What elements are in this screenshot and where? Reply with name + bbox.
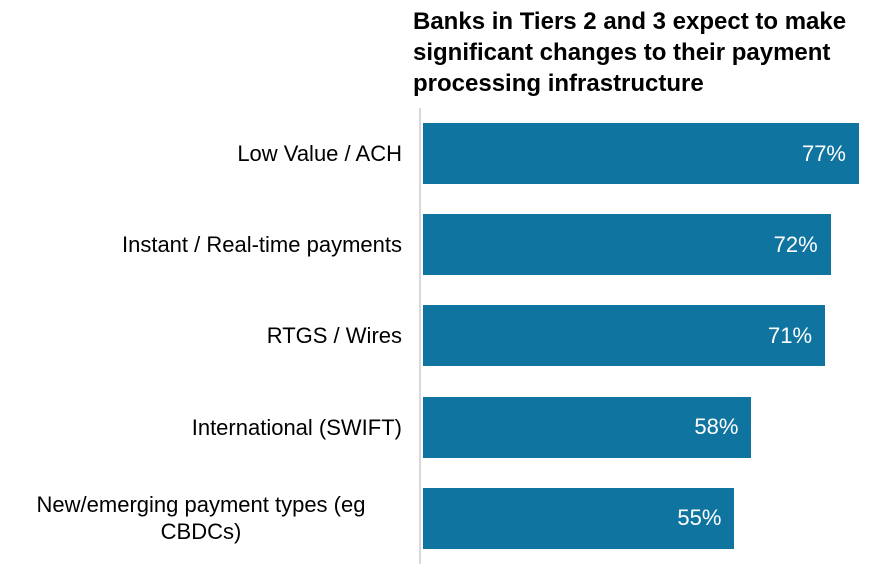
category-label: New/emerging payment types (eg CBDCs) — [36, 492, 366, 545]
bar-track: 58% — [423, 396, 876, 458]
chart-title-line: significant changes to their payment — [413, 39, 831, 66]
category-label: International (SWIFT) — [191, 414, 402, 440]
category-label: RTGS / Wires — [266, 323, 402, 349]
chart-row: New/emerging payment types (eg CBDCs) 55… — [0, 473, 876, 564]
bar: 71% — [423, 305, 826, 367]
chart-row: Instant / Real-time payments 72% — [0, 199, 876, 290]
chart-title-line: processing infrastructure — [413, 70, 704, 97]
value-label: 72% — [773, 231, 818, 257]
bar: 58% — [423, 396, 752, 458]
bar-track: 77% — [423, 123, 876, 185]
value-label: 58% — [694, 414, 739, 440]
bar: 77% — [423, 123, 859, 185]
chart-title: Banks in Tiers 2 and 3 expect to make si… — [413, 6, 875, 99]
value-label: 55% — [677, 505, 722, 531]
category-label: Low Value / ACH — [237, 141, 402, 167]
bar-track: 55% — [423, 487, 876, 549]
bar-track: 71% — [423, 305, 876, 367]
bar-track: 72% — [423, 214, 876, 276]
category-axis-line — [419, 108, 421, 564]
horizontal-bar-chart: Low Value / ACH 77% Instant / Real-time … — [0, 108, 876, 564]
value-label: 71% — [767, 322, 813, 348]
chart-row: International (SWIFT) 58% — [0, 382, 876, 473]
chart-row: RTGS / Wires 71% — [0, 290, 876, 381]
bar: 72% — [423, 214, 831, 276]
value-label: 77% — [801, 140, 846, 166]
chart-title-line: Banks in Tiers 2 and 3 expect to make — [413, 8, 847, 35]
chart-row: Low Value / ACH 77% — [0, 108, 876, 199]
bar: 55% — [423, 487, 735, 549]
category-label: Instant / Real-time payments — [121, 232, 402, 258]
